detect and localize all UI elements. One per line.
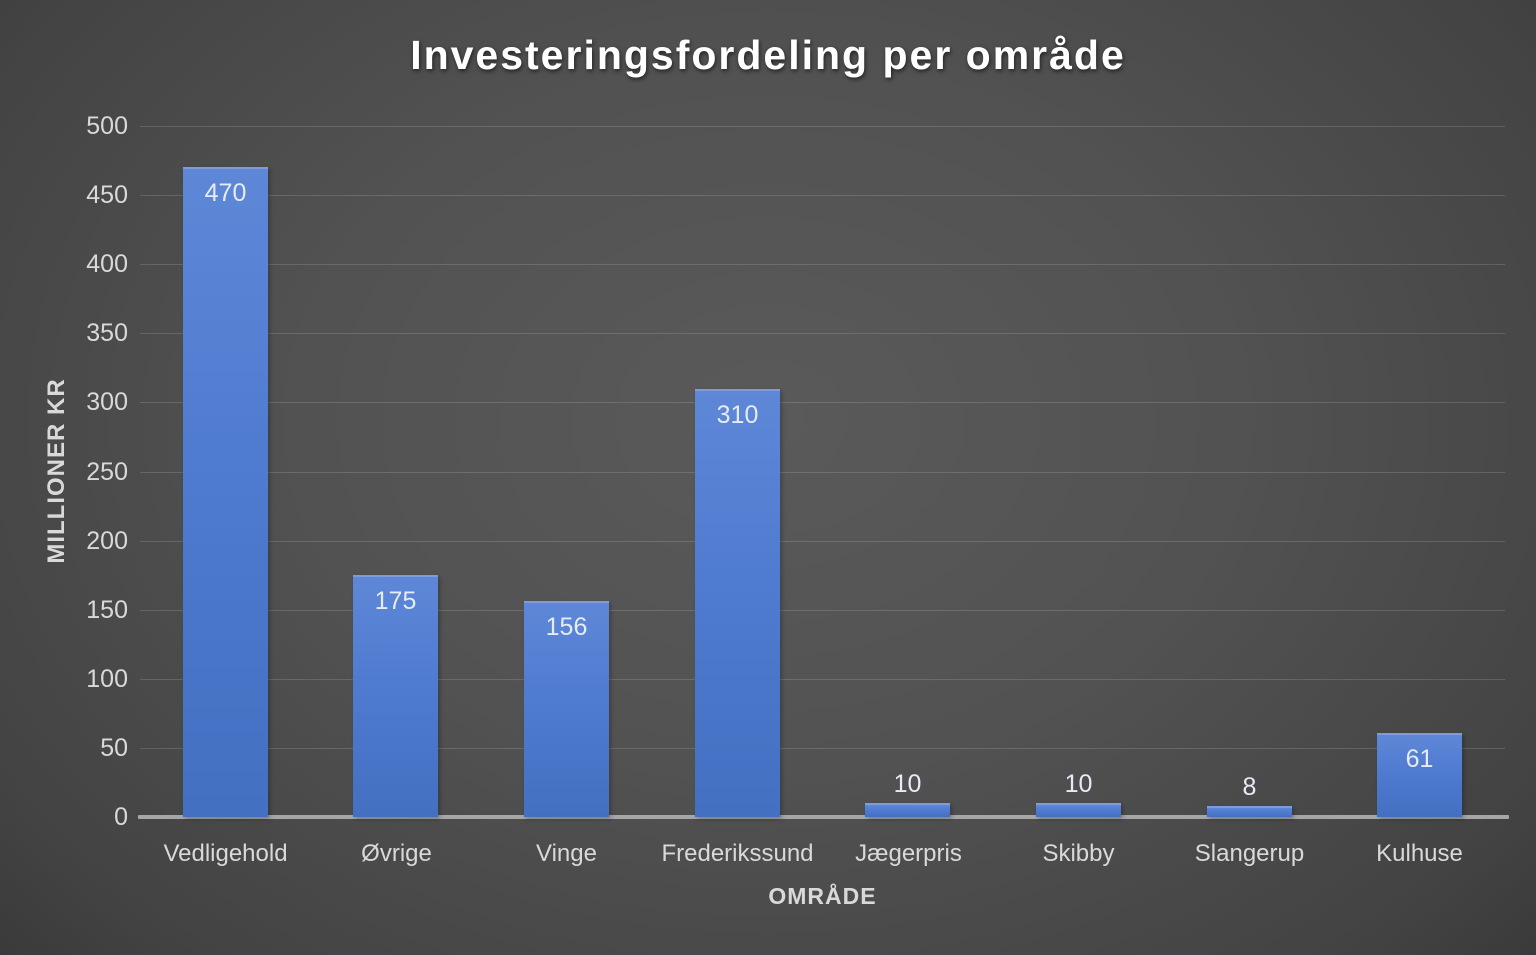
x-tick-label: Frederikssund <box>661 840 814 867</box>
y-tick-label: 450 <box>86 181 128 209</box>
y-tick-label: 350 <box>86 319 128 347</box>
y-tick-label: 500 <box>86 112 128 140</box>
gridline <box>140 264 1505 265</box>
bar-value-label: 175 <box>374 587 417 615</box>
chart-title: Investeringsfordeling per område <box>410 32 1126 78</box>
gridline <box>140 610 1505 611</box>
gridline <box>140 333 1505 334</box>
y-tick-label: 50 <box>100 734 128 762</box>
gridline <box>140 472 1505 473</box>
x-tick-label: Jægerpris <box>855 840 962 867</box>
bar-value-label: 470 <box>204 179 247 207</box>
x-axis-line <box>138 815 1509 819</box>
bar--vrige <box>353 575 438 817</box>
gridline <box>140 679 1505 680</box>
bar-skibby <box>1036 803 1121 817</box>
gridline <box>140 541 1505 542</box>
x-tick-label: Øvrige <box>361 840 432 867</box>
y-tick-label: 400 <box>86 250 128 278</box>
y-tick-label: 0 <box>114 803 128 831</box>
x-axis-title: OMRÅDE <box>768 883 877 909</box>
x-tick-label: Kulhuse <box>1376 840 1463 867</box>
bar-value-label: 10 <box>1064 770 1093 798</box>
bar-j-gerpris <box>865 803 950 817</box>
gridline <box>140 402 1505 403</box>
bar-slangerup <box>1207 806 1292 817</box>
bar-vedligehold <box>183 167 268 817</box>
x-tick-label: Skibby <box>1042 840 1115 867</box>
bar-vinge <box>524 601 609 817</box>
gridline <box>140 748 1505 749</box>
x-tick-label: Vinge <box>536 840 597 867</box>
x-tick-label: Slangerup <box>1194 840 1305 867</box>
y-tick-label: 100 <box>86 665 128 693</box>
x-tick-label: Vedligehold <box>163 840 288 867</box>
y-tick-label: 150 <box>86 596 128 624</box>
y-tick-label: 200 <box>86 527 128 555</box>
bar-frederikssund <box>695 389 780 817</box>
y-tick-label: 300 <box>86 388 128 416</box>
bar-value-label: 61 <box>1405 745 1434 773</box>
bar-value-label: 310 <box>716 401 759 429</box>
gridline <box>140 126 1505 127</box>
bar-kulhuse <box>1377 733 1462 817</box>
bar-value-label: 156 <box>545 613 588 641</box>
gridline <box>140 195 1505 196</box>
bar-value-label: 8 <box>1242 773 1257 801</box>
y-tick-label: 250 <box>86 458 128 486</box>
bar-value-label: 10 <box>893 770 922 798</box>
